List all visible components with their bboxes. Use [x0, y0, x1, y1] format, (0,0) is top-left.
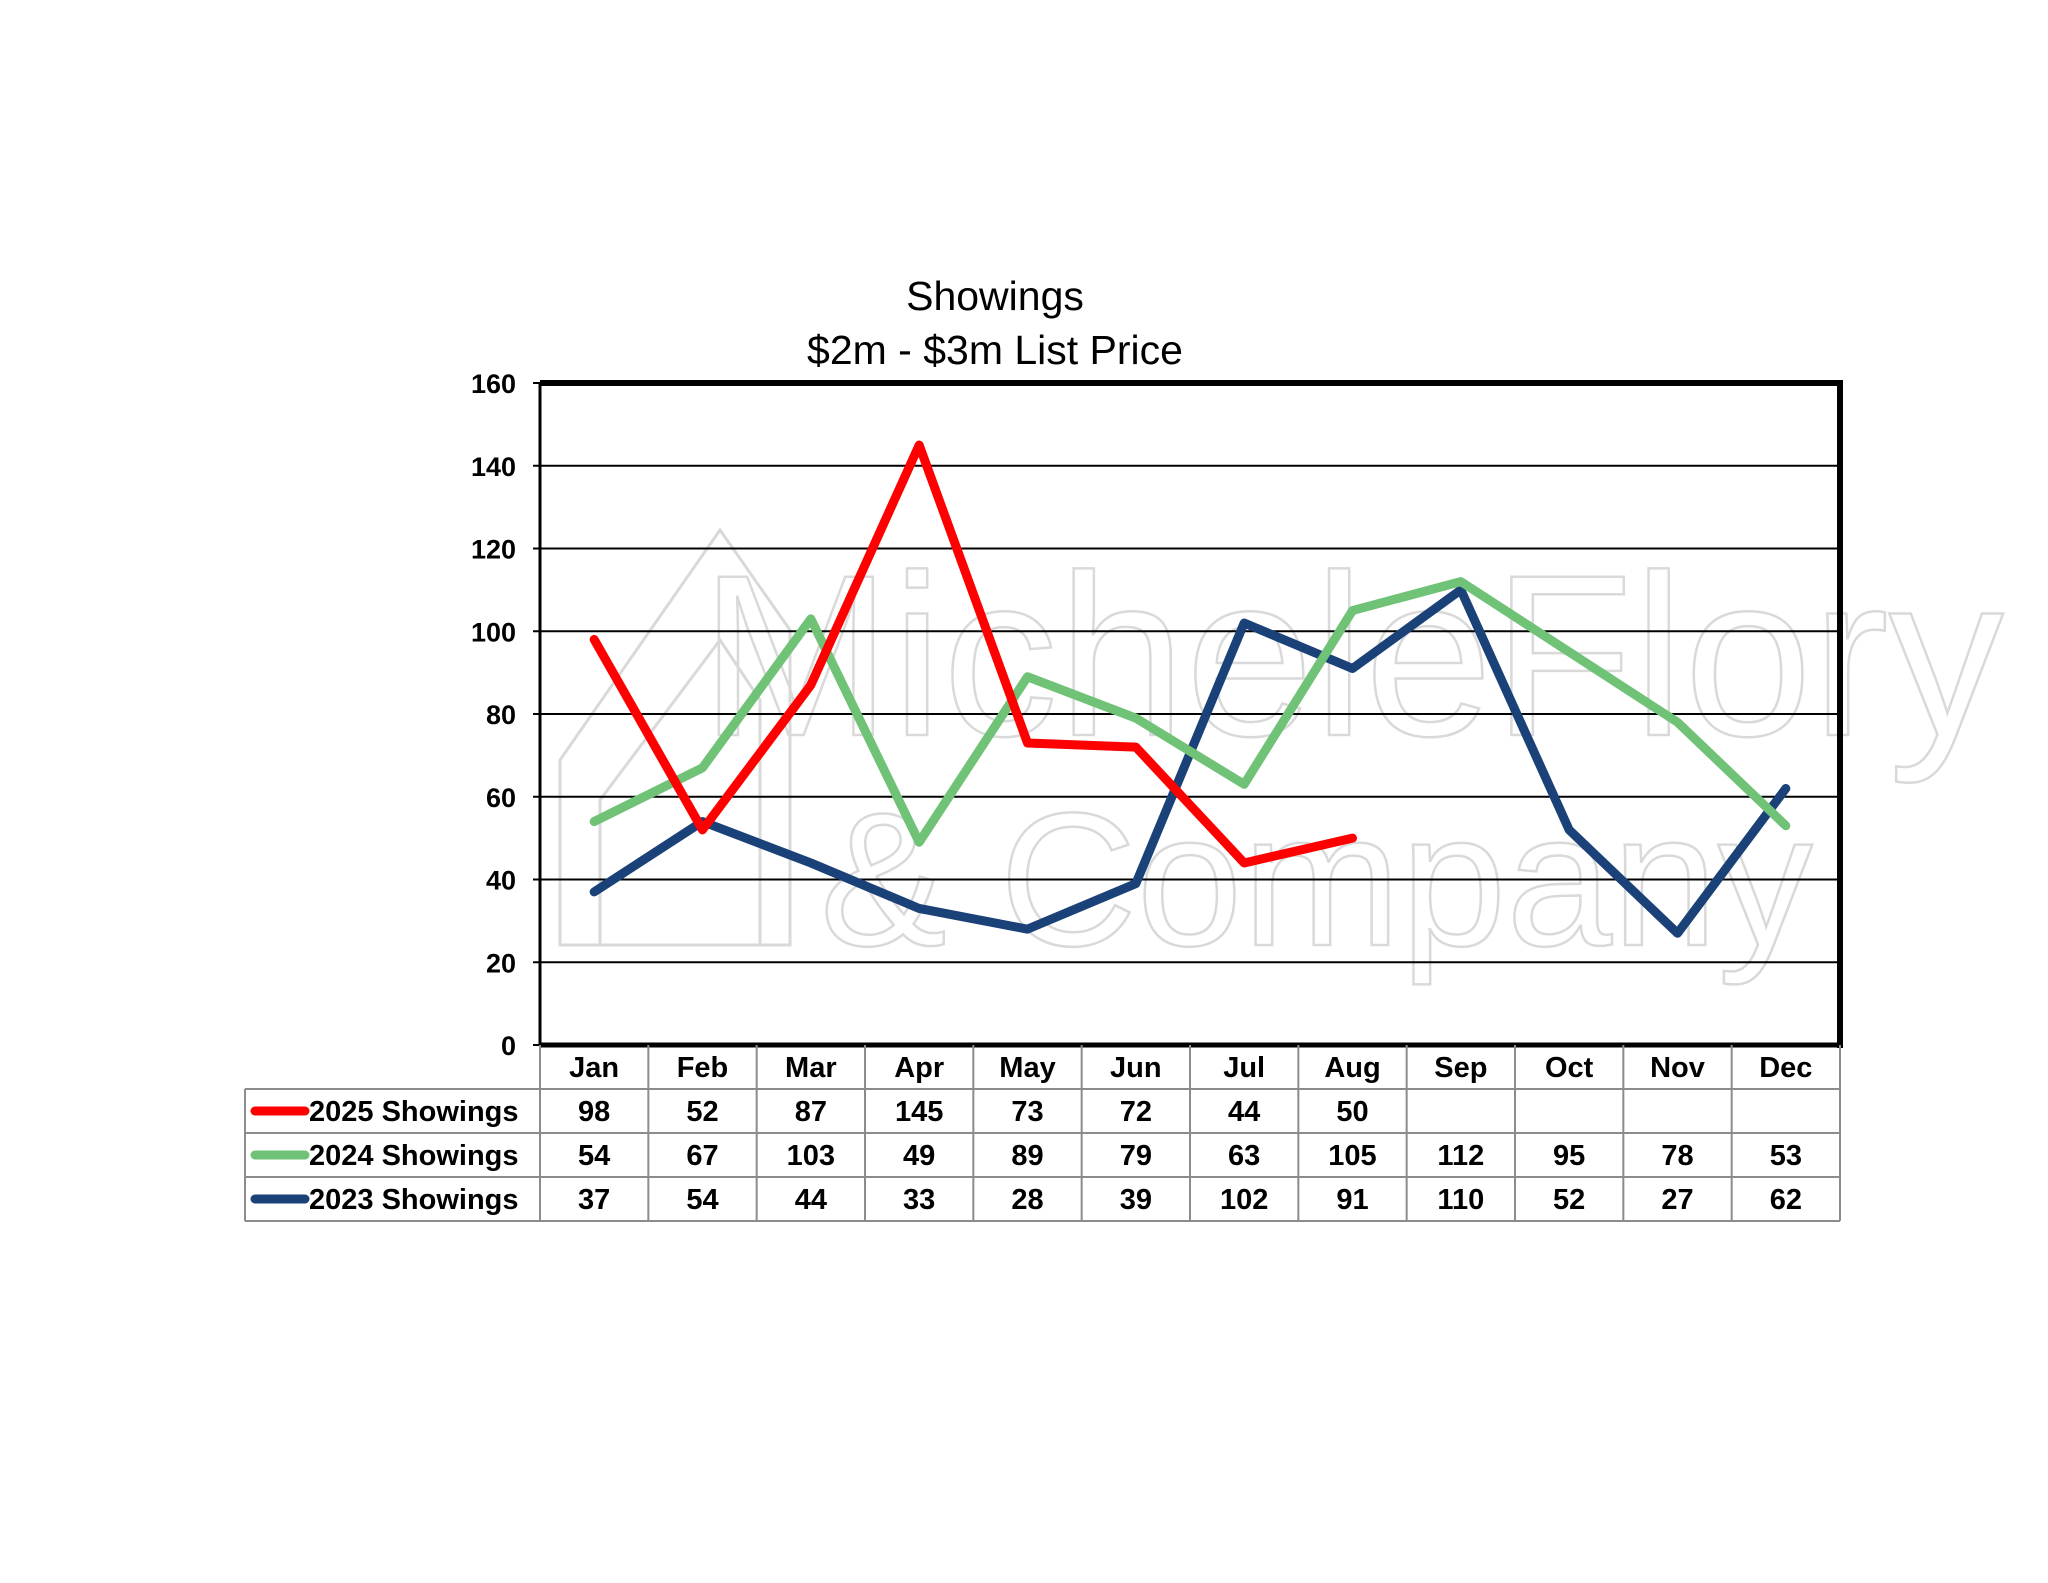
- y-tick-label-140: 140: [471, 452, 516, 482]
- table-cell: 52: [686, 1096, 718, 1128]
- table-cell: 39: [1120, 1184, 1152, 1216]
- legend-label-2025: 2025 Showings: [309, 1096, 519, 1128]
- x-tick-label-apr: Apr: [894, 1052, 944, 1084]
- table-cell: 95: [1553, 1140, 1585, 1172]
- table-cell: 54: [686, 1184, 718, 1216]
- watermark-house-logo: [558, 527, 792, 947]
- chart-title-line-2: $2m - $3m List Price: [807, 327, 1183, 373]
- table-cell: 33: [903, 1184, 935, 1216]
- table-cell: 105: [1328, 1140, 1376, 1172]
- y-tick-label-100: 100: [471, 617, 516, 647]
- table-cell: 37: [578, 1184, 610, 1216]
- table-cell: 78: [1661, 1140, 1693, 1172]
- table-cell: 67: [686, 1140, 718, 1172]
- legend-label-2023: 2023 Showings: [309, 1184, 519, 1216]
- table-cell: 110: [1437, 1184, 1484, 1216]
- watermark-line-1: MicheleFlory: [700, 527, 2004, 784]
- x-tick-label-jan: Jan: [569, 1052, 619, 1084]
- y-tick-label-0: 0: [501, 1031, 516, 1061]
- x-tick-label-nov: Nov: [1650, 1052, 1705, 1084]
- legend-label-2024: 2024 Showings: [309, 1140, 519, 1172]
- table-cell: 53: [1770, 1140, 1802, 1172]
- table-cell: 145: [895, 1096, 943, 1128]
- series-line-2024: [589, 577, 1791, 847]
- y-tick-label-160: 160: [471, 369, 516, 399]
- table-cell: 50: [1336, 1096, 1368, 1128]
- data-table: Jan Feb Mar Apr May Jun Jul Aug Sep Oct Nov Dec 2025…: [244, 1045, 1841, 1222]
- x-tick-label-feb: Feb: [677, 1052, 729, 1084]
- table-cell: 72: [1120, 1096, 1152, 1128]
- x-tick-label-oct: Oct: [1545, 1052, 1594, 1084]
- table-cell: 103: [787, 1140, 835, 1172]
- table-cell: 62: [1770, 1184, 1802, 1216]
- x-tick-label-may: May: [999, 1052, 1055, 1084]
- table-cell: 87: [795, 1096, 827, 1128]
- table-cell: 49: [903, 1140, 935, 1172]
- gridlines: [540, 464, 1840, 964]
- table-cell: 52: [1553, 1184, 1585, 1216]
- x-tick-label-sep: Sep: [1434, 1052, 1487, 1084]
- table-cell: 112: [1437, 1140, 1484, 1172]
- series-line-2025: [589, 440, 1357, 868]
- y-axis-ticks: 0 20 40 60 80 100 120 140 160: [471, 369, 540, 1061]
- chart-title: Showings $2m - $3m List Price: [807, 273, 1183, 373]
- x-tick-label-jun: Jun: [1110, 1052, 1162, 1084]
- x-tick-label-mar: Mar: [785, 1052, 837, 1084]
- x-tick-label-aug: Aug: [1324, 1052, 1380, 1084]
- table-cell: 79: [1120, 1140, 1152, 1172]
- table-cell: 44: [795, 1184, 827, 1216]
- table-cell: 98: [578, 1096, 610, 1128]
- table-cell: 73: [1011, 1096, 1043, 1128]
- table-cell: 28: [1011, 1184, 1043, 1216]
- table-cell: 91: [1336, 1184, 1368, 1216]
- x-tick-label-dec: Dec: [1759, 1052, 1812, 1084]
- y-tick-label-60: 60: [486, 783, 516, 813]
- y-tick-label-20: 20: [486, 948, 516, 978]
- table-cell: 44: [1228, 1096, 1260, 1128]
- table-cell: 102: [1220, 1184, 1268, 1216]
- table-cell: 63: [1228, 1140, 1260, 1172]
- table-cell: 27: [1661, 1184, 1693, 1216]
- series-lines: [589, 440, 1791, 938]
- y-tick-label-120: 120: [471, 535, 516, 565]
- x-tick-label-jul: Jul: [1223, 1052, 1265, 1084]
- chart-title-line-1: Showings: [906, 273, 1084, 319]
- y-tick-label-40: 40: [486, 866, 516, 896]
- table-cell: 54: [578, 1140, 610, 1172]
- table-cell: 89: [1011, 1140, 1043, 1172]
- company-watermark: MicheleFlory & Company: [558, 526, 2005, 987]
- y-tick-label-80: 80: [486, 700, 516, 730]
